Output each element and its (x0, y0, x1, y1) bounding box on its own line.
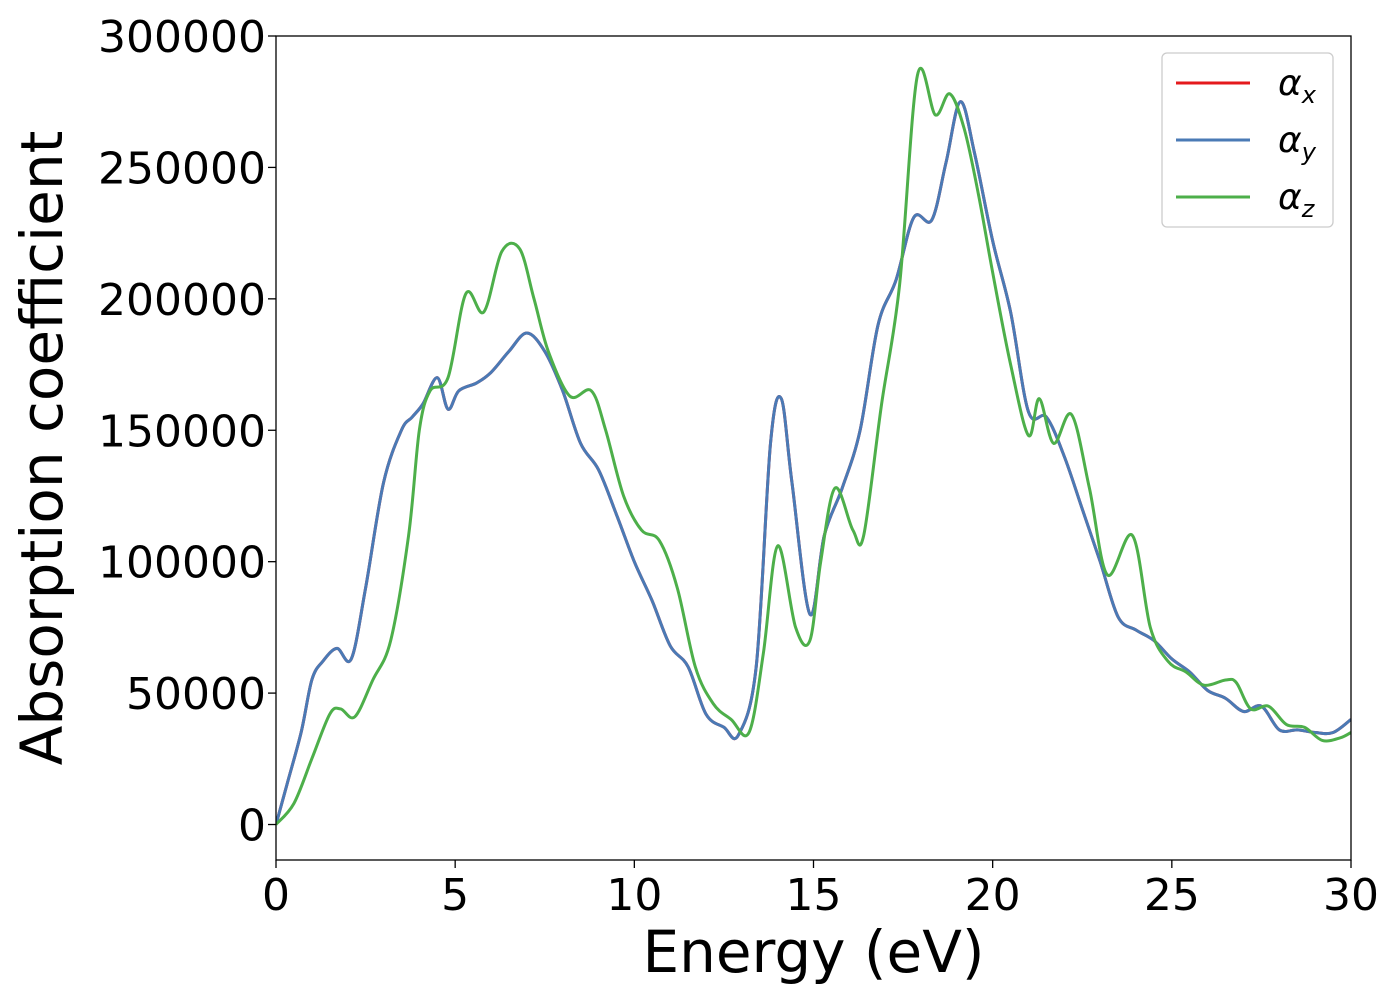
legend-label-x: αx (1278, 63, 1317, 109)
y-tick-label: 250000 (98, 143, 266, 194)
y-tick-label: 150000 (98, 406, 266, 457)
y-tick-label: 200000 (98, 275, 266, 326)
series-line-z (276, 66, 1351, 826)
x-tick-label: 15 (786, 870, 842, 921)
legend: αx αy αz (1161, 52, 1334, 228)
x-tick-label: 10 (606, 870, 662, 921)
y-tick-label: 0 (238, 801, 266, 852)
y-axis-title: Absorption coefficient (8, 131, 76, 766)
x-tick-label: 25 (1144, 870, 1200, 921)
x-axis-title: Energy (eV) (642, 918, 984, 986)
legend-label-z: αz (1278, 177, 1316, 223)
x-tick-label: 20 (965, 870, 1021, 921)
x-tick-label: 0 (262, 870, 290, 921)
y-tick-label: 100000 (98, 538, 266, 589)
x-tick-label: 30 (1323, 870, 1379, 921)
ticks-layer: 0 5 10 15 20 25 30 0 50000 100000 150000 200000 2500… (98, 12, 1379, 921)
x-tick-label: 5 (441, 870, 469, 921)
y-tick-label: 300000 (98, 12, 266, 63)
y-tick-label: 50000 (126, 669, 266, 720)
legend-label-y: αy (1278, 120, 1317, 166)
series-layer (276, 66, 1351, 826)
